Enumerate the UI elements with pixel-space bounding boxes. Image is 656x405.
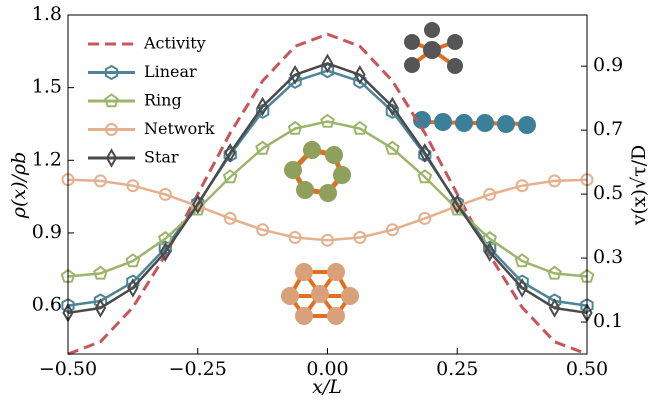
y-axis-label: ρ(x)/ρb [8,152,30,219]
network-molecule [281,263,359,325]
legend-label: Ring [144,91,182,110]
y-tick-label: 0.6 [32,294,62,316]
x-tick-label: 0.25 [436,358,478,380]
legend-label: Linear [144,62,197,81]
y-tick-label: 0.9 [32,221,62,243]
y2-tick-label: 0.3 [593,246,623,268]
chart: x/L ρ(x)/ρb v(x)√τ/D −0.50−0.250.000.250… [0,0,656,405]
legend-label: Activity [143,34,206,53]
x-tick-label: −0.50 [39,358,97,380]
y2-tick-label: 0.5 [593,182,623,204]
y2-axis-label: v(x)√τ/D [628,145,650,227]
y2-tick-label: 0.9 [593,54,623,76]
x-tick-label: 0.00 [306,358,348,380]
x-tick-label: −0.25 [169,358,227,380]
star-molecule [404,22,463,74]
y-tick-label: 1.5 [32,76,62,98]
ring-molecule [284,141,351,202]
x-tick-label: 0.50 [566,358,608,380]
y2-tick-label: 0.1 [593,310,623,332]
legend-label: Star [144,148,179,167]
y2-tick-label: 0.7 [593,118,623,140]
y-tick-label: 1.8 [32,3,62,25]
legend-label: Network [144,119,215,138]
linear-molecule [413,111,536,134]
y-tick-label: 1.2 [32,148,62,170]
page: {"chart_data": {"type": "line", "x": [-0… [0,0,656,405]
